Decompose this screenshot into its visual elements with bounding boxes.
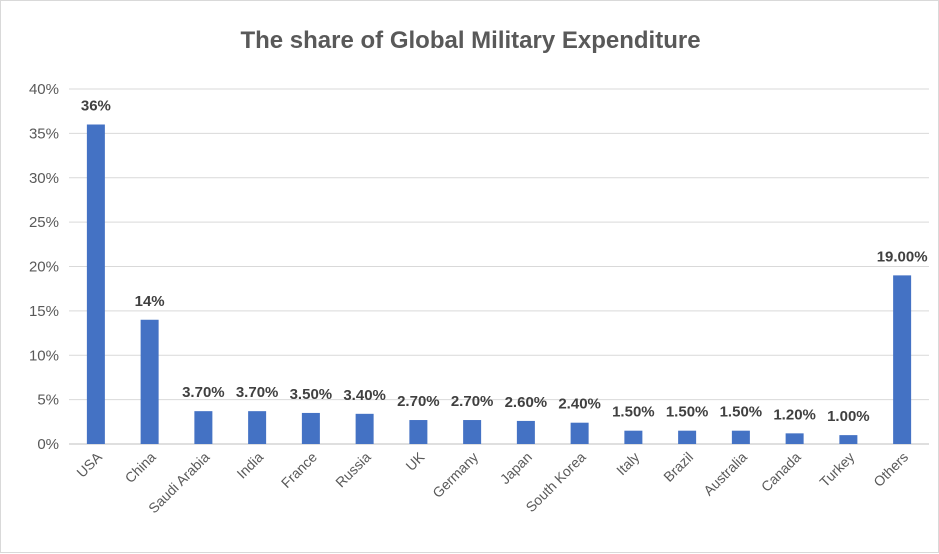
bar	[463, 420, 482, 444]
chart-title: The share of Global Military Expenditure	[240, 27, 701, 54]
bar	[839, 435, 858, 444]
y-tick-label: 15%	[29, 303, 59, 320]
data-label: 3.40%	[343, 387, 386, 404]
data-label: 2.70%	[451, 393, 494, 410]
data-label: 2.60%	[505, 394, 548, 411]
y-tick-label: 5%	[37, 392, 59, 409]
x-tick-label: Australia	[700, 449, 750, 499]
bar	[570, 422, 589, 444]
data-label: 2.40%	[558, 396, 601, 413]
y-tick-label: 0%	[37, 436, 59, 453]
bar	[355, 413, 374, 444]
x-tick-label: Canada	[758, 449, 804, 495]
bar	[893, 275, 912, 444]
data-label: 2.70%	[397, 393, 440, 410]
bar	[785, 433, 804, 444]
data-label: 36%	[81, 98, 111, 115]
y-tick-label: 40%	[29, 81, 59, 98]
x-tick-label: Russia	[332, 449, 374, 491]
bar	[409, 420, 428, 444]
y-tick-label: 30%	[29, 170, 59, 187]
y-tick-label: 20%	[29, 259, 59, 276]
bar	[678, 430, 697, 444]
bar	[516, 420, 535, 444]
bar	[301, 412, 320, 444]
y-tick-label: 35%	[29, 125, 59, 142]
bar	[86, 124, 105, 444]
bar	[248, 411, 267, 444]
x-tick-label: Italy	[613, 449, 642, 478]
y-tick-label: 10%	[29, 347, 59, 364]
x-tick-label: USA	[73, 448, 105, 480]
data-label: 14%	[135, 293, 165, 310]
x-tick-label: Japan	[497, 449, 535, 487]
bar	[194, 411, 213, 444]
x-tick-label: UK	[402, 448, 428, 474]
bar	[731, 430, 750, 444]
x-tick-label: Others	[870, 449, 911, 490]
x-tick-label: India	[233, 449, 266, 482]
x-tick-label: Germany	[429, 449, 481, 501]
data-label: 3.70%	[182, 384, 225, 401]
x-tick-label: France	[278, 449, 320, 491]
x-tick-label: China	[122, 449, 159, 486]
data-label: 19.00%	[877, 248, 928, 265]
data-label: 3.50%	[290, 386, 333, 403]
data-label: 3.70%	[236, 384, 279, 401]
x-tick-label: Turkey	[816, 449, 857, 490]
data-label: 1.50%	[666, 404, 709, 421]
bar	[624, 430, 643, 444]
data-label: 1.20%	[773, 406, 816, 423]
data-label: 1.50%	[612, 404, 655, 421]
y-tick-label: 25%	[29, 214, 59, 231]
x-tick-label: Brazil	[660, 449, 696, 485]
data-label: 1.00%	[827, 408, 870, 425]
bar	[140, 319, 159, 444]
data-label: 1.50%	[720, 404, 763, 421]
